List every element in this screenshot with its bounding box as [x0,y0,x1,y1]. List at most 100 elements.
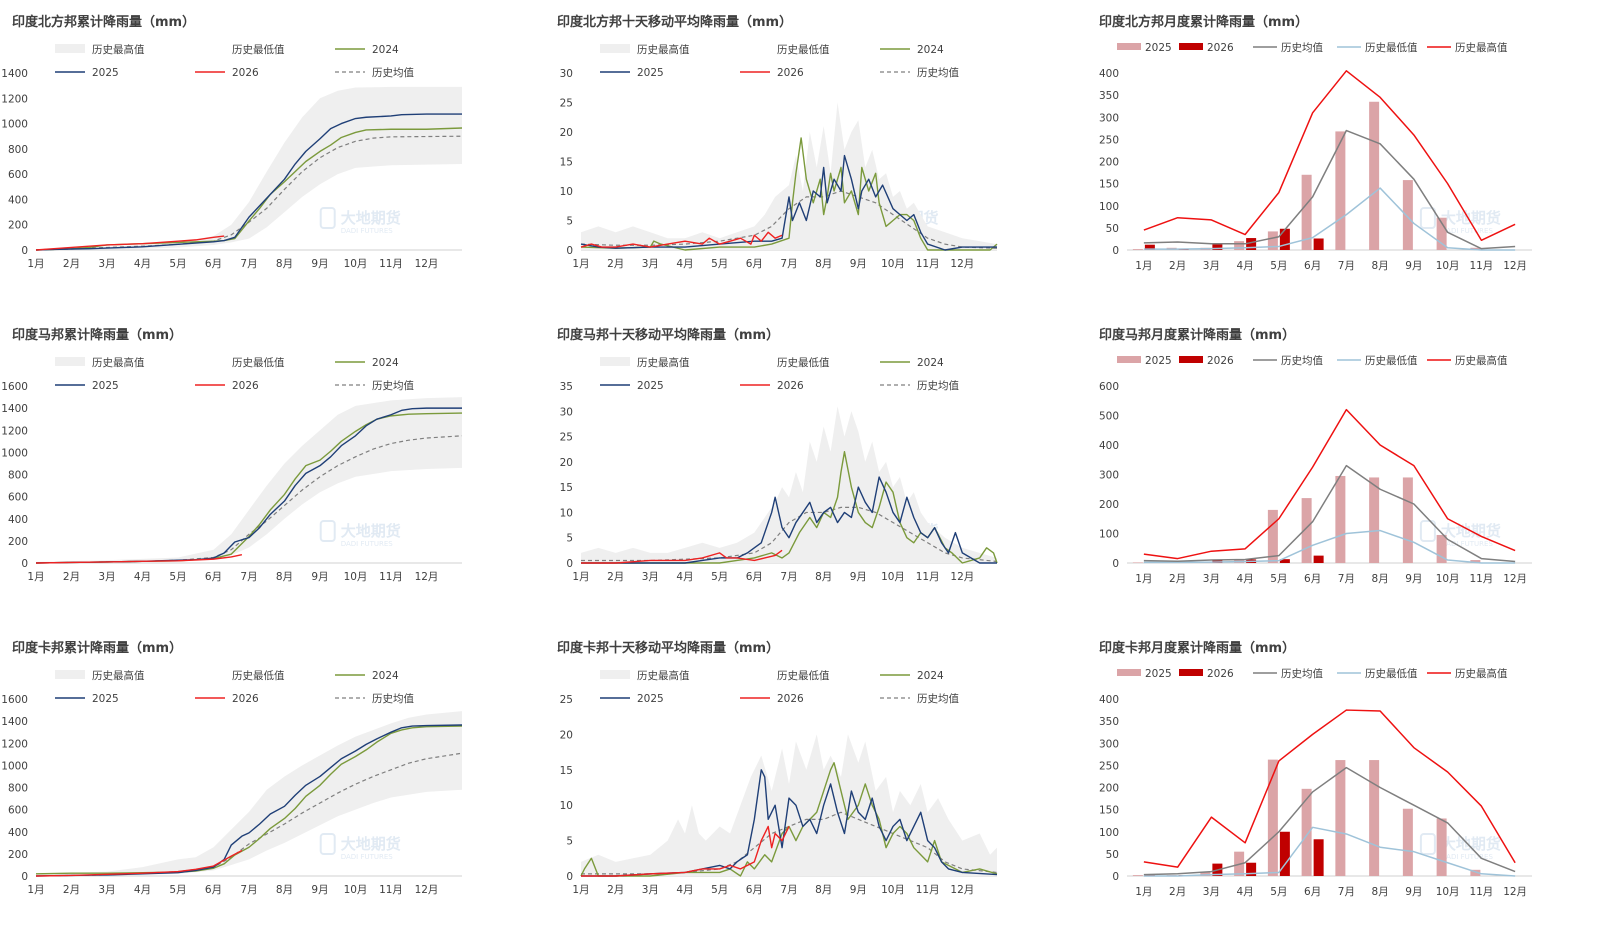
chart-title: 印度北方邦月度累计降雨量（mm） [1099,14,1308,30]
legend-swatch-bar [1179,43,1203,50]
x-tick-label: 8月 [1372,573,1389,585]
x-tick-label: 8月 [276,884,293,896]
x-tick-label: 9月 [311,571,328,583]
y-tick-label: 1400 [1,68,28,80]
x-tick-label: 3月 [1203,573,1220,585]
y-tick-label: 5 [566,216,573,228]
legend-item: 历史最高值 [55,669,145,682]
y-tick-label: 20 [560,729,573,741]
y-tick-label: 400 [8,514,28,526]
x-tick-label: 5月 [169,258,186,270]
y-tick-label: 10 [560,186,573,198]
y-tick-label: 15 [560,482,573,494]
legend-label: 历史最低值 [777,356,830,369]
y-tick-label: 0 [21,871,28,883]
bar-2026 [1313,238,1324,250]
x-tick-label: 4月 [1237,886,1254,898]
y-tick-label: 200 [8,220,28,232]
y-tick-label: 0 [21,245,28,257]
legend-label: 2026 [232,380,259,392]
legend-label: 历史最高值 [92,356,145,369]
y-tick-label: 1200 [1,738,28,750]
bar-2025 [1267,509,1278,563]
x-tick-label: 11月 [916,258,940,270]
legend-swatch-band [600,357,630,366]
x-tick-label: 11月 [379,571,403,583]
legend-item: 历史最低值 [1337,354,1418,367]
legend-label: 历史最低值 [232,669,285,682]
legend-item: 历史均值 [1253,667,1323,680]
y-tick-label: 0 [21,558,28,570]
x-tick-label: 4月 [676,258,693,270]
watermark-logo [1419,520,1436,542]
series-2026-line [35,235,225,251]
legend-item: 2025 [600,67,664,79]
x-tick-label: 6月 [1304,260,1321,272]
x-tick-label: 1月 [572,884,589,896]
y-tick-label: 400 [8,194,28,206]
y-tick-label: 800 [8,144,28,156]
series-2025-line [581,769,998,877]
x-tick-label: 12月 [415,884,439,896]
y-tick-label: 20 [560,457,573,469]
series-avg-line [1143,464,1516,563]
bar-2025 [1335,760,1346,876]
legend-item: 历史最高值 [1427,41,1508,54]
legend-label: 2025 [1145,668,1172,680]
bar-2026 [1212,243,1223,250]
y-tick-label: 800 [8,470,28,482]
legend-item: 2025 [1117,42,1172,54]
legend-item: 2024 [880,44,944,56]
y-tick-label: 30 [560,406,573,418]
x-tick-label: 3月 [1203,886,1220,898]
legend-item: 历史最低值 [1337,667,1418,680]
legend-label: 2025 [637,67,664,79]
x-tick-label: 1月 [1135,260,1152,272]
bar-2025 [1301,788,1312,876]
bar-2025 [1369,101,1380,250]
band-historical-max-min [36,397,462,563]
x-tick-label: 9月 [1405,573,1422,585]
x-tick-label: 3月 [98,258,115,270]
legend-label: 2026 [1207,668,1234,680]
legend-item: 2024 [880,670,944,682]
legend-swatch-bar [1117,356,1141,363]
y-tick-label: 250 [1099,134,1119,146]
chart-title: 印度北方邦累计降雨量（mm） [12,14,195,30]
legend-label: 历史最低值 [232,43,285,56]
bar-2026 [1279,559,1290,563]
legend-label: 历史均值 [1281,667,1323,680]
x-tick-label: 7月 [1338,260,1355,272]
legend-item: 历史最低值 [232,43,285,56]
y-tick-label: 300 [1099,112,1119,124]
x-tick-label: 7月 [780,571,797,583]
bar-2025 [1335,475,1346,563]
legend-item: 2026 [740,380,804,392]
legend-label: 2025 [1145,42,1172,54]
y-tick-label: 800 [8,783,28,795]
legend-label: 历史均值 [372,66,414,79]
x-tick-label: 1月 [27,258,44,270]
series-max-line [1143,408,1516,560]
x-tick-label: 8月 [1372,886,1389,898]
x-tick-label: 1月 [27,571,44,583]
watermark-cn: 大地期货 [1441,835,1501,853]
y-tick-label: 50 [1106,849,1119,861]
legend-swatch-bar [1117,43,1141,50]
x-tick-label: 5月 [711,884,728,896]
legend-label: 2026 [232,693,259,705]
y-tick-label: 600 [8,805,28,817]
y-tick-label: 150 [1099,179,1119,191]
legend-label: 历史最高值 [1455,41,1508,54]
x-tick-label: 2月 [607,571,624,583]
band-historical-max-min [36,86,462,251]
bar-2025 [1267,759,1278,876]
legend-label: 2026 [1207,355,1234,367]
legend-label: 历史均值 [917,379,959,392]
x-tick-label: 10月 [1436,573,1460,585]
y-tick-label: 1400 [1,716,28,728]
series-2024-line [580,137,998,251]
legend-label: 2024 [917,44,944,56]
x-tick-label: 4月 [1237,573,1254,585]
